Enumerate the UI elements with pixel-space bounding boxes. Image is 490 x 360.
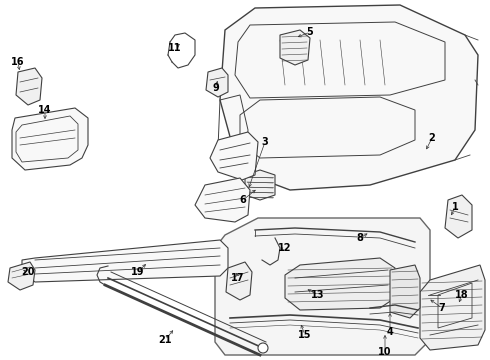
Polygon shape xyxy=(226,262,252,300)
Text: 4: 4 xyxy=(387,327,393,337)
Text: 15: 15 xyxy=(298,330,312,340)
Text: 13: 13 xyxy=(311,290,325,300)
Polygon shape xyxy=(420,265,485,350)
Polygon shape xyxy=(215,218,430,355)
Polygon shape xyxy=(12,108,88,170)
Text: 10: 10 xyxy=(378,347,392,357)
Text: 12: 12 xyxy=(278,243,292,253)
Polygon shape xyxy=(22,240,228,282)
Text: 21: 21 xyxy=(158,335,172,345)
Text: 18: 18 xyxy=(455,290,469,300)
Polygon shape xyxy=(206,68,228,97)
Text: 2: 2 xyxy=(429,133,436,143)
Text: 5: 5 xyxy=(307,27,314,37)
Circle shape xyxy=(258,343,268,353)
Text: 11: 11 xyxy=(168,43,182,53)
Polygon shape xyxy=(195,178,250,222)
Text: 16: 16 xyxy=(11,57,25,67)
Polygon shape xyxy=(245,170,275,200)
Text: 17: 17 xyxy=(231,273,245,283)
Text: 1: 1 xyxy=(452,202,458,212)
Text: 8: 8 xyxy=(357,233,364,243)
Text: 20: 20 xyxy=(21,267,35,277)
Text: 7: 7 xyxy=(439,303,445,313)
Text: 3: 3 xyxy=(262,137,269,147)
Polygon shape xyxy=(220,5,478,190)
Text: 6: 6 xyxy=(240,195,246,205)
Polygon shape xyxy=(16,68,42,105)
Polygon shape xyxy=(285,258,395,310)
Text: 14: 14 xyxy=(38,105,52,115)
Polygon shape xyxy=(280,30,310,65)
Text: 9: 9 xyxy=(213,83,220,93)
Text: 19: 19 xyxy=(131,267,145,277)
Polygon shape xyxy=(210,132,258,180)
Polygon shape xyxy=(445,195,472,238)
Polygon shape xyxy=(390,265,420,318)
Polygon shape xyxy=(8,262,35,290)
